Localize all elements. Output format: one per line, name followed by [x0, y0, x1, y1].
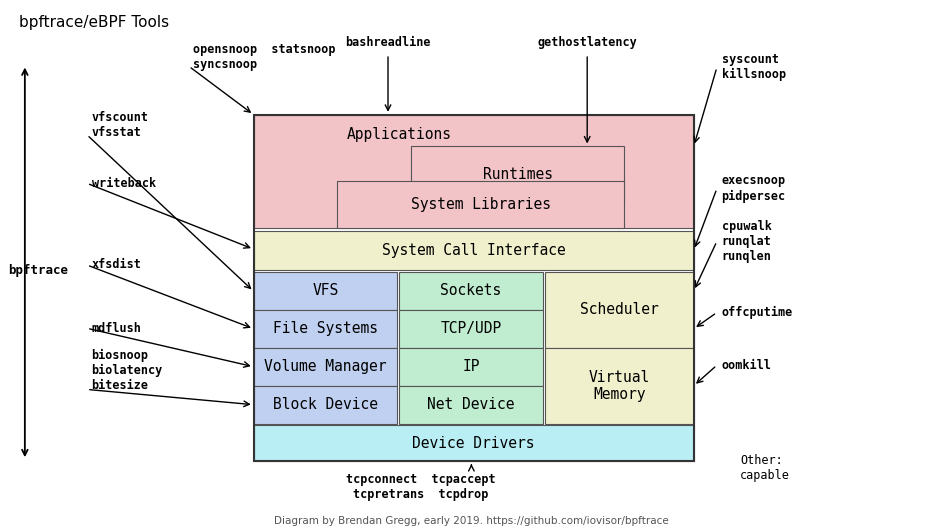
Text: Applications: Applications: [347, 127, 452, 142]
Text: syscount
killsnoop: syscount killsnoop: [722, 53, 785, 81]
Bar: [399, 272, 543, 310]
Bar: [399, 386, 543, 423]
Text: System Libraries: System Libraries: [411, 197, 550, 212]
Text: VFS: VFS: [313, 284, 339, 298]
Text: Scheduler: Scheduler: [579, 302, 659, 317]
Text: xfsdist: xfsdist: [92, 259, 141, 271]
Bar: [254, 114, 694, 461]
Text: bpftrace/eBPF Tools: bpftrace/eBPF Tools: [20, 14, 169, 30]
Bar: [254, 386, 397, 423]
Bar: [399, 348, 543, 386]
Bar: [254, 114, 694, 228]
Text: bashreadline: bashreadline: [345, 36, 431, 49]
Text: writeback: writeback: [92, 177, 155, 190]
Text: Volume Manager: Volume Manager: [264, 359, 387, 374]
Text: gethostlatency: gethostlatency: [537, 36, 637, 49]
Text: Sockets: Sockets: [440, 284, 502, 298]
Text: Device Drivers: Device Drivers: [413, 436, 535, 450]
Bar: [399, 310, 543, 348]
Text: TCP/UDP: TCP/UDP: [440, 321, 502, 337]
Text: Virtual
Memory: Virtual Memory: [589, 369, 650, 402]
Text: bpftrace: bpftrace: [7, 264, 67, 277]
Text: Diagram by Brendan Gregg, early 2019. https://github.com/iovisor/bpftrace: Diagram by Brendan Gregg, early 2019. ht…: [274, 516, 668, 526]
Text: opensnoop  statsnoop
syncsnoop: opensnoop statsnoop syncsnoop: [194, 43, 336, 70]
Text: execsnoop
pidpersec: execsnoop pidpersec: [722, 174, 785, 202]
Text: IP: IP: [462, 359, 479, 374]
Text: cpuwalk
runqlat
runqlen: cpuwalk runqlat runqlen: [722, 220, 771, 263]
Text: Other:
capable: Other: capable: [740, 454, 790, 482]
Bar: [254, 272, 397, 310]
Text: Runtimes: Runtimes: [483, 166, 553, 182]
Bar: [545, 272, 694, 348]
Text: vfscount
vfsstat: vfscount vfsstat: [92, 111, 149, 139]
Text: offcputime: offcputime: [722, 306, 793, 319]
Text: tcpconnect  tcpaccept
tcpretrans  tcpdrop: tcpconnect tcpaccept tcpretrans tcpdrop: [345, 473, 495, 501]
Bar: [254, 425, 694, 461]
Text: System Call Interface: System Call Interface: [382, 243, 565, 258]
Bar: [254, 348, 397, 386]
Text: mdflush: mdflush: [92, 322, 141, 335]
Bar: [337, 181, 624, 228]
Bar: [545, 348, 694, 423]
Text: biosnoop
biolatency
bitesize: biosnoop biolatency bitesize: [92, 349, 163, 392]
Text: oomkill: oomkill: [722, 359, 771, 372]
Text: File Systems: File Systems: [273, 321, 378, 337]
Bar: [254, 231, 694, 270]
Bar: [411, 146, 624, 202]
Bar: [254, 310, 397, 348]
Text: Net Device: Net Device: [427, 397, 515, 412]
Text: Block Device: Block Device: [273, 397, 378, 412]
